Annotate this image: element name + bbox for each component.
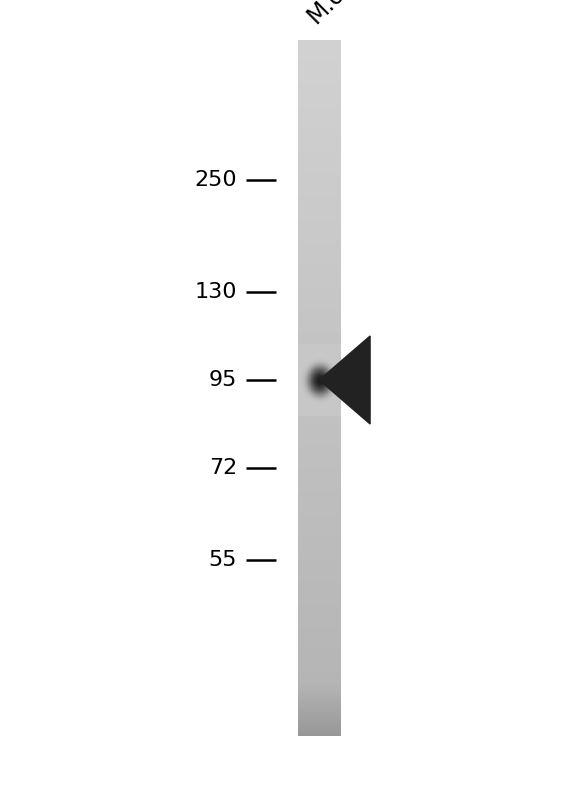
Text: 130: 130 [195, 282, 237, 302]
Text: M.ovary: M.ovary [302, 0, 386, 28]
Text: 95: 95 [209, 370, 237, 390]
Polygon shape [319, 336, 370, 424]
Text: 250: 250 [195, 170, 237, 190]
Text: 55: 55 [209, 550, 237, 570]
Text: 72: 72 [209, 458, 237, 478]
